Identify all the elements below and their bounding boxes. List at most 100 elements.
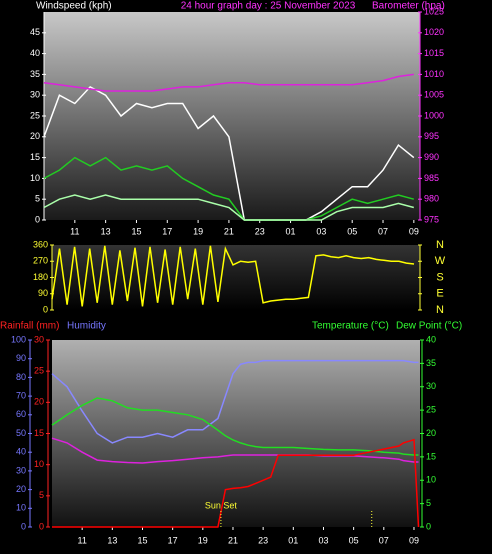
x-tick-label: 01 (286, 226, 296, 236)
dewpoint-label: Dew Point (°C) (396, 321, 462, 332)
y-tick-label: 70 (16, 390, 26, 400)
x-tick-label: 21 (224, 226, 234, 236)
x-tick-label: 13 (107, 535, 117, 545)
y-tick-label: 975 (424, 214, 439, 224)
y-tick-label: 20 (426, 428, 436, 438)
y-tick-label: 45 (30, 27, 40, 37)
y-tick-label: N (436, 239, 444, 251)
x-tick-label: 07 (379, 535, 389, 545)
x-tick-label: 13 (101, 226, 111, 236)
series-line (52, 438, 420, 528)
y-tick-label: 1010 (424, 69, 444, 79)
x-tick-label: 11 (77, 535, 86, 545)
y-tick-label: 20 (30, 131, 40, 141)
x-tick-label: 01 (288, 535, 298, 545)
y-tick-label: 1005 (424, 90, 444, 100)
y-tick-label: 5 (39, 490, 44, 500)
y-tick-label: 180 (33, 272, 48, 282)
y-tick-label: 100 (11, 334, 26, 344)
series-line (51, 397, 419, 456)
y-tick-label: W (435, 255, 446, 267)
y-tick-label: 20 (16, 484, 26, 494)
panel-wind (44, 12, 420, 220)
y-tick-label: 5 (426, 498, 431, 508)
y-tick-label: 25 (426, 405, 436, 415)
humidity-label: Humidity (67, 321, 106, 332)
x-tick-label: 23 (255, 226, 265, 236)
y-tick-label: 0 (426, 521, 431, 531)
series-line (51, 245, 415, 307)
x-tick-label: 15 (131, 226, 141, 236)
y-tick-label: 80 (16, 372, 26, 382)
panel-temperature (52, 340, 420, 527)
y-tick-label: 35 (426, 358, 436, 368)
y-tick-label: 30 (16, 465, 26, 475)
y-tick-label: 10 (34, 459, 44, 469)
y-tick-label: E (436, 288, 443, 300)
y-tick-label: 40 (30, 48, 40, 58)
rain-label: Rainfall (mm) (0, 321, 59, 332)
y-tick-label: 990 (424, 152, 439, 162)
barometer-label: Barometer (hpa) (372, 1, 445, 12)
chart-title: 24 hour graph day : 25 November 2023 (181, 1, 356, 12)
series-line (43, 85, 415, 221)
y-tick-label: 90 (16, 353, 26, 363)
y-tick-label: 25 (30, 110, 40, 120)
y-tick-label: 60 (16, 409, 26, 419)
y-tick-label: 980 (424, 194, 439, 204)
y-tick-label: 30 (30, 90, 40, 100)
series-line (43, 156, 414, 221)
y-tick-label: 0 (39, 521, 44, 531)
y-tick-label: 50 (16, 428, 26, 438)
y-tick-label: 15 (30, 152, 40, 162)
x-tick-label: 11 (70, 226, 79, 236)
y-tick-label: N (436, 304, 444, 316)
series-line (43, 194, 414, 221)
annotation-text: Sun Set (205, 500, 238, 510)
series-line (43, 73, 414, 92)
y-tick-label: 0 (43, 304, 48, 314)
x-tick-label: 05 (349, 535, 359, 545)
y-tick-label: 360 (33, 239, 48, 249)
y-tick-label: S (436, 271, 443, 283)
y-tick-label: 0 (35, 214, 40, 224)
y-tick-label: 995 (424, 131, 439, 141)
x-tick-label: 21 (228, 535, 238, 545)
x-tick-label: 03 (318, 535, 328, 545)
y-tick-label: 270 (33, 256, 48, 266)
y-tick-label: 5 (35, 194, 40, 204)
x-tick-label: 09 (409, 226, 419, 236)
series-line (51, 359, 419, 444)
y-tick-label: 1015 (424, 48, 444, 58)
x-tick-label: 03 (316, 226, 326, 236)
y-tick-label: 1025 (424, 6, 444, 16)
y-tick-label: 0 (21, 521, 26, 531)
y-tick-label: 1000 (424, 110, 444, 120)
x-tick-label: 05 (347, 226, 357, 236)
x-tick-label: 17 (168, 535, 178, 545)
x-tick-label: 17 (162, 226, 172, 236)
x-tick-label: 07 (378, 226, 388, 236)
y-tick-label: 985 (424, 173, 439, 183)
x-tick-label: 15 (137, 535, 147, 545)
x-tick-label: 19 (193, 226, 203, 236)
x-tick-label: 09 (409, 535, 419, 545)
y-tick-label: 40 (16, 447, 26, 457)
y-tick-label: 15 (34, 428, 44, 438)
y-tick-label: 20 (34, 397, 44, 407)
y-tick-label: 15 (426, 451, 436, 461)
y-tick-label: 10 (426, 475, 436, 485)
y-tick-label: 10 (16, 503, 26, 513)
y-tick-label: 10 (30, 173, 40, 183)
panel-direction (52, 245, 420, 310)
y-tick-label: 30 (34, 334, 44, 344)
x-tick-label: 23 (258, 535, 268, 545)
y-tick-label: 90 (38, 288, 48, 298)
y-tick-label: 25 (34, 366, 44, 376)
wind-label: Windspeed (kph) (36, 1, 112, 12)
series-line (51, 437, 419, 464)
y-tick-label: 30 (426, 381, 436, 391)
y-tick-label: 35 (30, 69, 40, 79)
y-tick-label: 1020 (424, 27, 444, 37)
